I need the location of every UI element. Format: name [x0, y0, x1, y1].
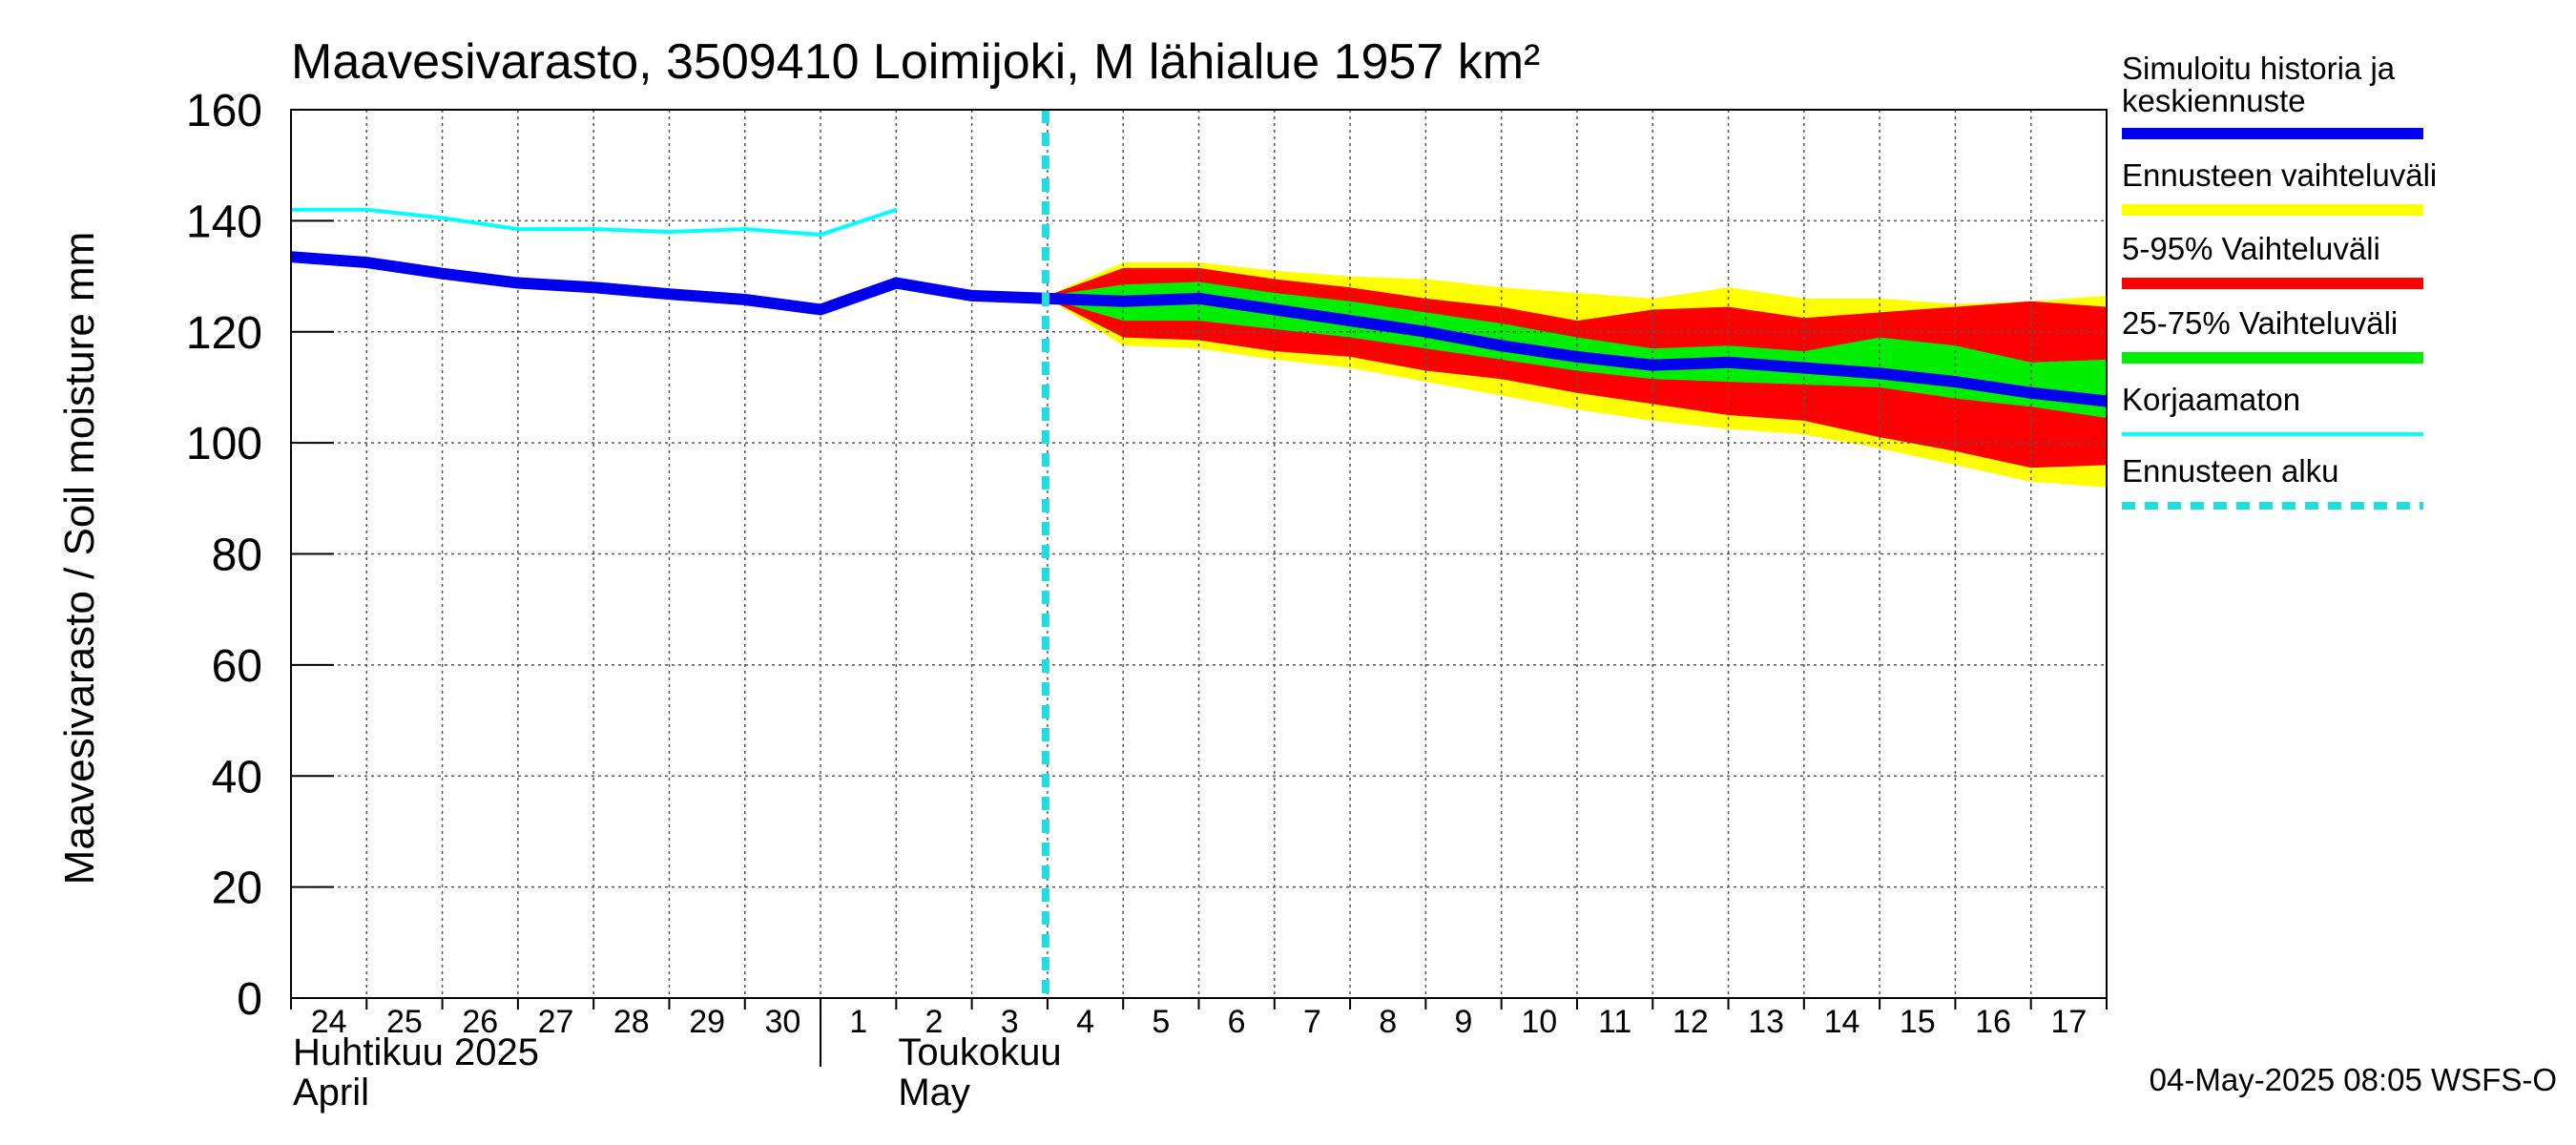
- x-tick-label: 8: [1379, 1004, 1397, 1040]
- y-tick-label: 140: [186, 197, 262, 247]
- y-tick-label: 20: [212, 864, 262, 914]
- y-tick-label: 60: [212, 641, 262, 692]
- x-tick-label: 7: [1303, 1004, 1321, 1040]
- x-tick-label: 17: [2050, 1004, 2087, 1040]
- month-label: Huhtikuu 2025: [293, 1031, 539, 1073]
- x-tick-label: 16: [1975, 1004, 2011, 1040]
- x-tick-label: 24: [311, 1004, 347, 1040]
- x-tick-label: 29: [689, 1004, 725, 1040]
- x-tick-label: 4: [1076, 1004, 1094, 1040]
- series-line-simulated: [290, 251, 2108, 407]
- legend-label: Ennusteen vaihteluväli: [2122, 157, 2437, 193]
- chart-title: Maavesivarasto, 3509410 Loimijoki, M läh…: [291, 34, 1540, 90]
- month-label-en: May: [898, 1072, 970, 1114]
- x-tick-label: 11: [1598, 1004, 1631, 1040]
- x-tick-label: 13: [1748, 1004, 1784, 1040]
- x-tick-label: 15: [1900, 1004, 1936, 1040]
- x-tick-label: 30: [764, 1004, 800, 1040]
- legend-label: 25-75% Vaihteluväli: [2122, 305, 2398, 341]
- x-tick-label: 12: [1672, 1004, 1709, 1040]
- x-tick-label: 2: [925, 1004, 944, 1040]
- legend-label: 5-95% Vaihteluväli: [2122, 231, 2380, 266]
- y-axis-label: Maavesivarasto / Soil moisture mm: [56, 232, 103, 885]
- x-tick-label: 26: [462, 1004, 498, 1040]
- legend-label: Ennusteen alku: [2122, 453, 2339, 489]
- x-tick-label: 14: [1824, 1004, 1860, 1040]
- x-tick-label: 5: [1152, 1004, 1170, 1040]
- x-tick-label: 10: [1521, 1004, 1557, 1040]
- x-tick-label: 3: [1001, 1004, 1019, 1040]
- y-tick-label: 0: [237, 974, 262, 1025]
- x-tick-label: 25: [386, 1004, 423, 1040]
- y-tick-label: 40: [212, 752, 262, 802]
- legend-label: Korjaamaton: [2122, 382, 2300, 417]
- month-label: Toukokuu: [898, 1031, 1061, 1073]
- y-tick-label: 160: [186, 86, 262, 136]
- y-tick-label: 100: [186, 419, 262, 469]
- x-tick-label: 28: [613, 1004, 650, 1040]
- x-tick-label: 6: [1228, 1004, 1246, 1040]
- timestamp-footer: 04-May-2025 08:05 WSFS-O: [2150, 1062, 2557, 1097]
- y-tick-label: 120: [186, 308, 262, 359]
- series-line-korjaamaton: [291, 207, 897, 237]
- series-lines: [290, 110, 2108, 998]
- x-tick-label: 1: [849, 1004, 867, 1040]
- grid: [291, 110, 2107, 998]
- x-tick-label: 27: [538, 1004, 574, 1040]
- month-label-en: April: [293, 1072, 369, 1114]
- y-tick-label: 80: [212, 531, 262, 581]
- x-tick-label: 9: [1455, 1004, 1473, 1040]
- legend-label: Simuloitu historia ja: [2122, 51, 2396, 86]
- legend-label: keskiennuste: [2122, 83, 2306, 118]
